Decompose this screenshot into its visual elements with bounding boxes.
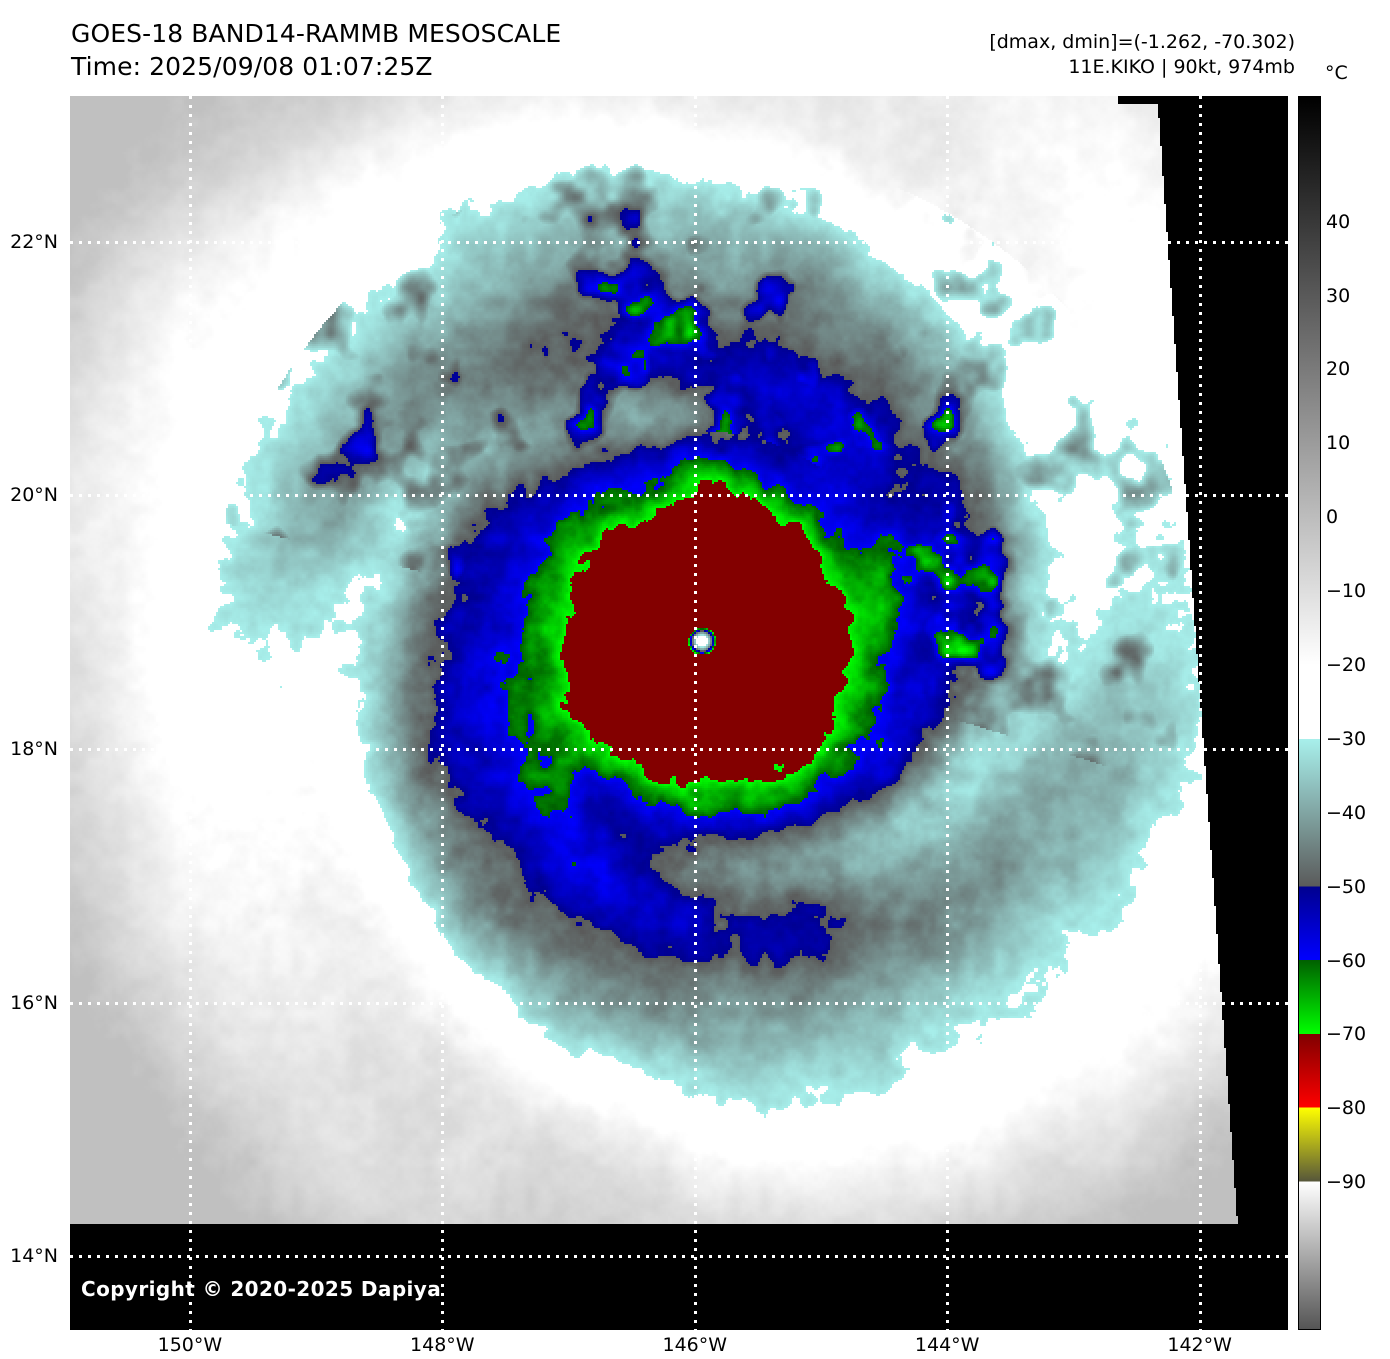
page-title: GOES-18 BAND14-RAMMB MESOSCALE (71, 19, 562, 48)
colorbar-tick-label: 30 (1326, 284, 1351, 307)
storm-info-label: 11E.KIKO | 90kt, 974mb (1068, 55, 1295, 78)
colorbar-tick-label: −10 (1326, 580, 1367, 603)
lat-tick-label: 20°N (10, 484, 58, 507)
colorbar-tick-label: −20 (1326, 653, 1367, 676)
temperature-colorbar[interactable] (1298, 96, 1321, 1330)
timestamp-line: Time: 2025/09/08 01:07:25Z (71, 51, 433, 81)
colorbar-tick-label: 10 (1326, 432, 1351, 455)
ir-imagery-canvas (70, 96, 1288, 1330)
colorbar-tick-label: −30 (1326, 727, 1367, 750)
lat-tick-label: 14°N (10, 1245, 58, 1268)
colorbar-tick-label: −70 (1326, 1023, 1367, 1046)
colorbar-tick-label: −90 (1326, 1171, 1367, 1194)
colorbar-tick-label: −50 (1326, 875, 1367, 898)
colorbar-tick-label: −60 (1326, 949, 1367, 972)
lon-tick-label: 150°W (157, 1334, 223, 1356)
lon-tick-label: 142°W (1167, 1334, 1232, 1356)
colorbar-gradient (1299, 97, 1320, 1329)
metadata-block: [dmax, dmin]=(-1.262, -70.302) 11E.KIKO … (989, 30, 1295, 79)
lat-tick-label: 18°N (10, 738, 58, 761)
dminmax-label: [dmax, dmin]=(-1.262, -70.302) (989, 31, 1295, 53)
lon-tick-label: 148°W (410, 1334, 475, 1356)
satellite-image (70, 96, 1288, 1330)
lon-tick-label: 146°W (662, 1334, 728, 1356)
colorbar-tick-label: 40 (1326, 210, 1351, 233)
colorbar-tick-label: −40 (1326, 801, 1367, 824)
figure-title-block: GOES-18 BAND14-RAMMB MESOSCALE Time: 202… (71, 18, 561, 83)
lon-tick-label: 144°W (914, 1334, 980, 1356)
lat-tick-label: 22°N (10, 230, 58, 253)
copyright-notice: Copyright © 2020-2025 Dapiya (81, 1277, 442, 1301)
colorbar-tick-label: −80 (1326, 1097, 1367, 1120)
colorbar-tick-label: 20 (1326, 358, 1351, 381)
colorbar-tick-label: 0 (1326, 506, 1339, 529)
lat-tick-label: 16°N (10, 991, 58, 1014)
satellite-image-panel[interactable] (70, 96, 1288, 1330)
colorbar-unit-label: °C (1325, 62, 1348, 84)
